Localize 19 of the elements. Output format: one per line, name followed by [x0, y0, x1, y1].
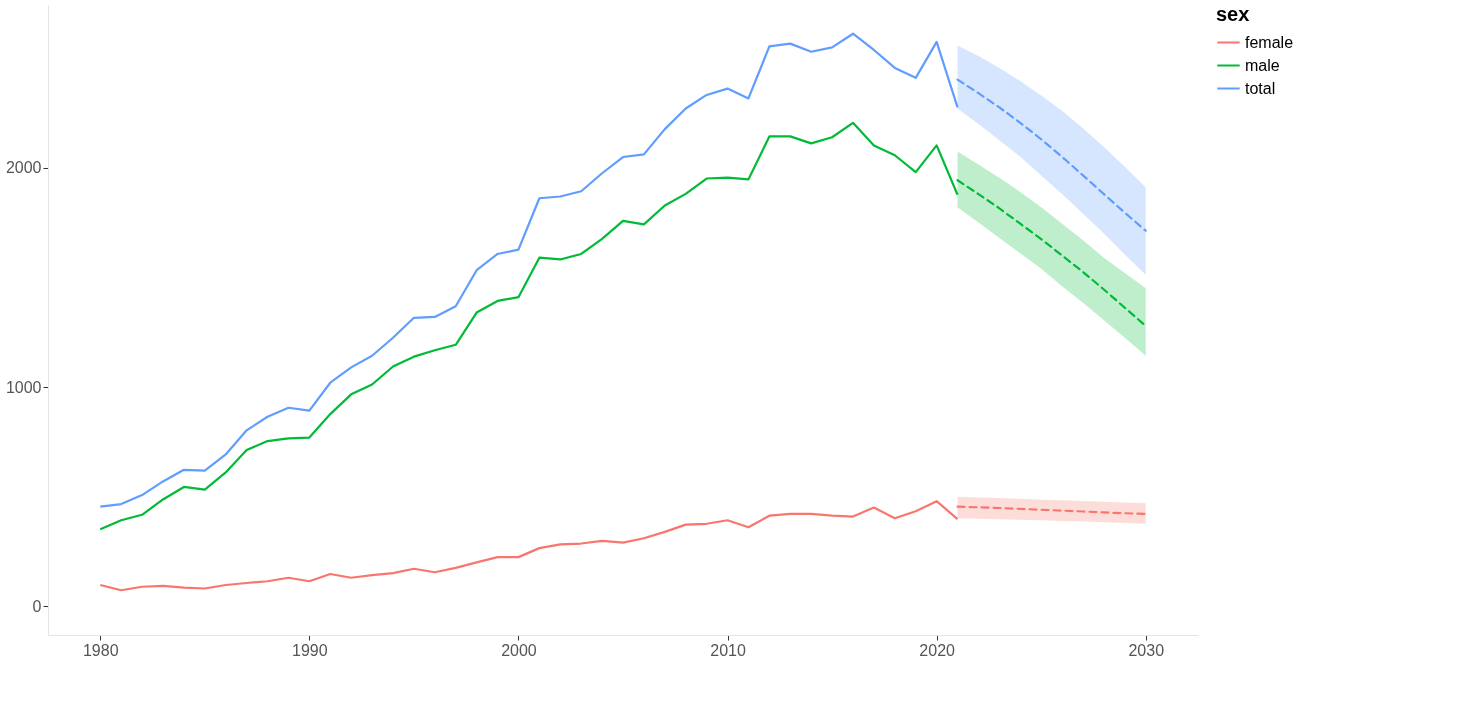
- line-series: [99, 121, 959, 531]
- line-series: [99, 32, 959, 508]
- x-tick-label: 2010: [710, 641, 746, 659]
- legend-label: female: [1245, 33, 1294, 51]
- x-tick-label: 2030: [1128, 641, 1165, 659]
- x-tick-label: 2020: [919, 641, 956, 659]
- x-tick-label: 2000: [501, 641, 537, 659]
- x-tick-label: 1980: [82, 641, 119, 659]
- x-tick-label: 1990: [292, 641, 328, 659]
- line-series: [99, 500, 959, 592]
- y-tick-label: 2000: [5, 159, 42, 177]
- line-series: [956, 78, 1147, 232]
- line-series: [956, 505, 1147, 516]
- y-tick-label: 0: [32, 597, 42, 615]
- y-tick-label: 1000: [5, 378, 42, 396]
- legend-title: sex: [1216, 3, 1250, 25]
- line-series: [956, 179, 1147, 328]
- legend-label: total: [1245, 79, 1276, 97]
- legend-label: male: [1245, 56, 1280, 74]
